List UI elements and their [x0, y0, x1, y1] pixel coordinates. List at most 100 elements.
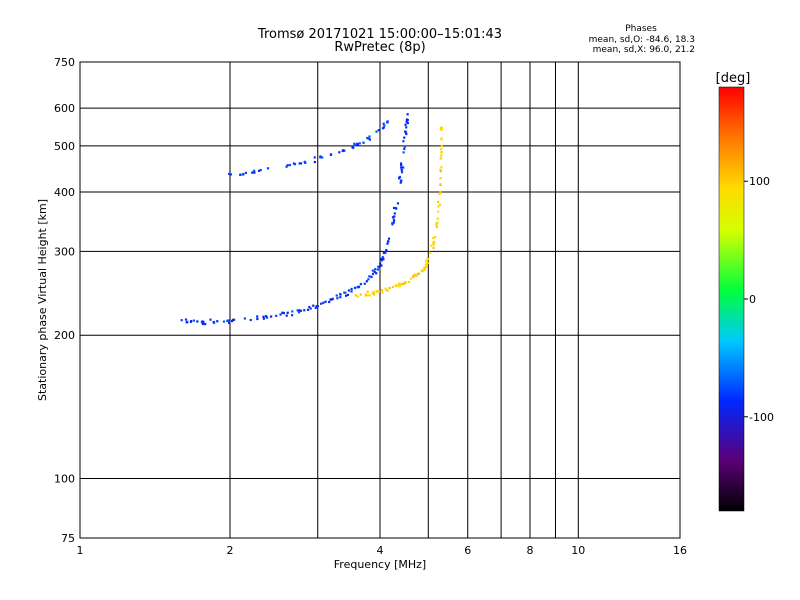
data-point [329, 153, 332, 156]
data-point [406, 113, 409, 116]
data-points [180, 113, 443, 326]
data-point [424, 266, 427, 269]
data-point [382, 122, 385, 125]
data-point [306, 308, 310, 311]
data-point [402, 151, 405, 154]
data-point [405, 120, 408, 123]
y-tick-label: 500 [54, 140, 75, 153]
data-point [286, 311, 289, 314]
data-point [400, 179, 403, 182]
data-point [339, 293, 342, 296]
data-point [391, 223, 394, 226]
data-point [339, 296, 342, 299]
data-point [381, 291, 384, 294]
data-point [400, 171, 404, 174]
data-point [436, 200, 440, 203]
data-point [186, 320, 189, 324]
data-point [359, 293, 362, 296]
data-point [338, 151, 341, 154]
data-point [426, 262, 430, 265]
y-tick-label: 300 [54, 245, 75, 258]
data-point [328, 300, 331, 304]
data-point [257, 169, 261, 173]
data-point [381, 127, 385, 130]
data-point [379, 262, 382, 265]
x-tick-label: 4 [377, 544, 384, 557]
data-point [440, 147, 443, 151]
data-point [439, 190, 442, 193]
data-point [357, 285, 360, 288]
data-point [344, 291, 347, 294]
data-point [253, 171, 256, 174]
data-point [440, 154, 443, 157]
data-point [353, 286, 357, 289]
data-point [399, 162, 403, 165]
y-tick-label: 600 [54, 102, 75, 115]
data-point [382, 257, 385, 260]
data-point [415, 274, 418, 278]
colorbar-label: [deg] [716, 71, 751, 86]
data-point [256, 315, 259, 318]
data-point [259, 168, 262, 172]
data-point [381, 256, 384, 259]
data-point [420, 269, 423, 272]
y-tick-label: 200 [54, 329, 75, 342]
data-point [440, 126, 443, 129]
data-point [373, 270, 376, 273]
data-point [228, 172, 231, 176]
data-point [405, 132, 408, 136]
data-point [281, 311, 284, 314]
data-point [380, 257, 383, 261]
data-point [435, 223, 438, 226]
data-point [432, 243, 435, 246]
x-tick-label: 1 [77, 544, 84, 557]
data-point [180, 319, 183, 322]
data-point [319, 155, 322, 158]
data-point [265, 316, 269, 319]
data-point [252, 169, 256, 172]
data-point [359, 282, 362, 286]
data-point [430, 244, 433, 247]
data-point [299, 162, 303, 165]
data-point [396, 202, 400, 205]
chart-subtitle: RwPretec (8p) [334, 40, 425, 55]
data-point [377, 290, 381, 293]
data-point [405, 126, 408, 129]
data-point [299, 309, 302, 312]
data-point [403, 147, 406, 150]
data-point [201, 322, 205, 326]
data-point [204, 323, 207, 326]
data-point [303, 160, 306, 163]
data-point [285, 165, 288, 168]
data-point [308, 305, 311, 309]
data-point [385, 248, 388, 252]
data-point [380, 264, 383, 267]
data-point [366, 136, 369, 140]
chart-title: Tromsø 20171021 15:00:00–15:01:43 [257, 27, 502, 42]
data-point [436, 217, 439, 220]
data-point [380, 289, 383, 292]
data-point [398, 175, 402, 179]
colorbar-tick-label: 100 [749, 175, 770, 188]
data-point [397, 284, 400, 287]
data-point [440, 166, 443, 169]
phases-heading: Phases [625, 24, 657, 34]
data-point [438, 203, 442, 206]
data-point [397, 283, 401, 286]
data-point [375, 130, 378, 133]
data-point [212, 321, 216, 324]
data-point [313, 156, 316, 159]
x-tick-label: 6 [464, 544, 471, 557]
data-point [291, 314, 294, 317]
data-point [243, 317, 246, 320]
phases-x-stats: mean, sd,X: 96.0, 21.2 [593, 45, 695, 55]
data-point [202, 320, 205, 323]
data-point [370, 275, 373, 279]
data-point [297, 311, 301, 314]
data-point [362, 141, 365, 144]
data-point [402, 166, 405, 169]
data-point [330, 298, 333, 301]
data-point [425, 262, 428, 265]
data-point [291, 310, 294, 313]
data-point [384, 251, 387, 254]
